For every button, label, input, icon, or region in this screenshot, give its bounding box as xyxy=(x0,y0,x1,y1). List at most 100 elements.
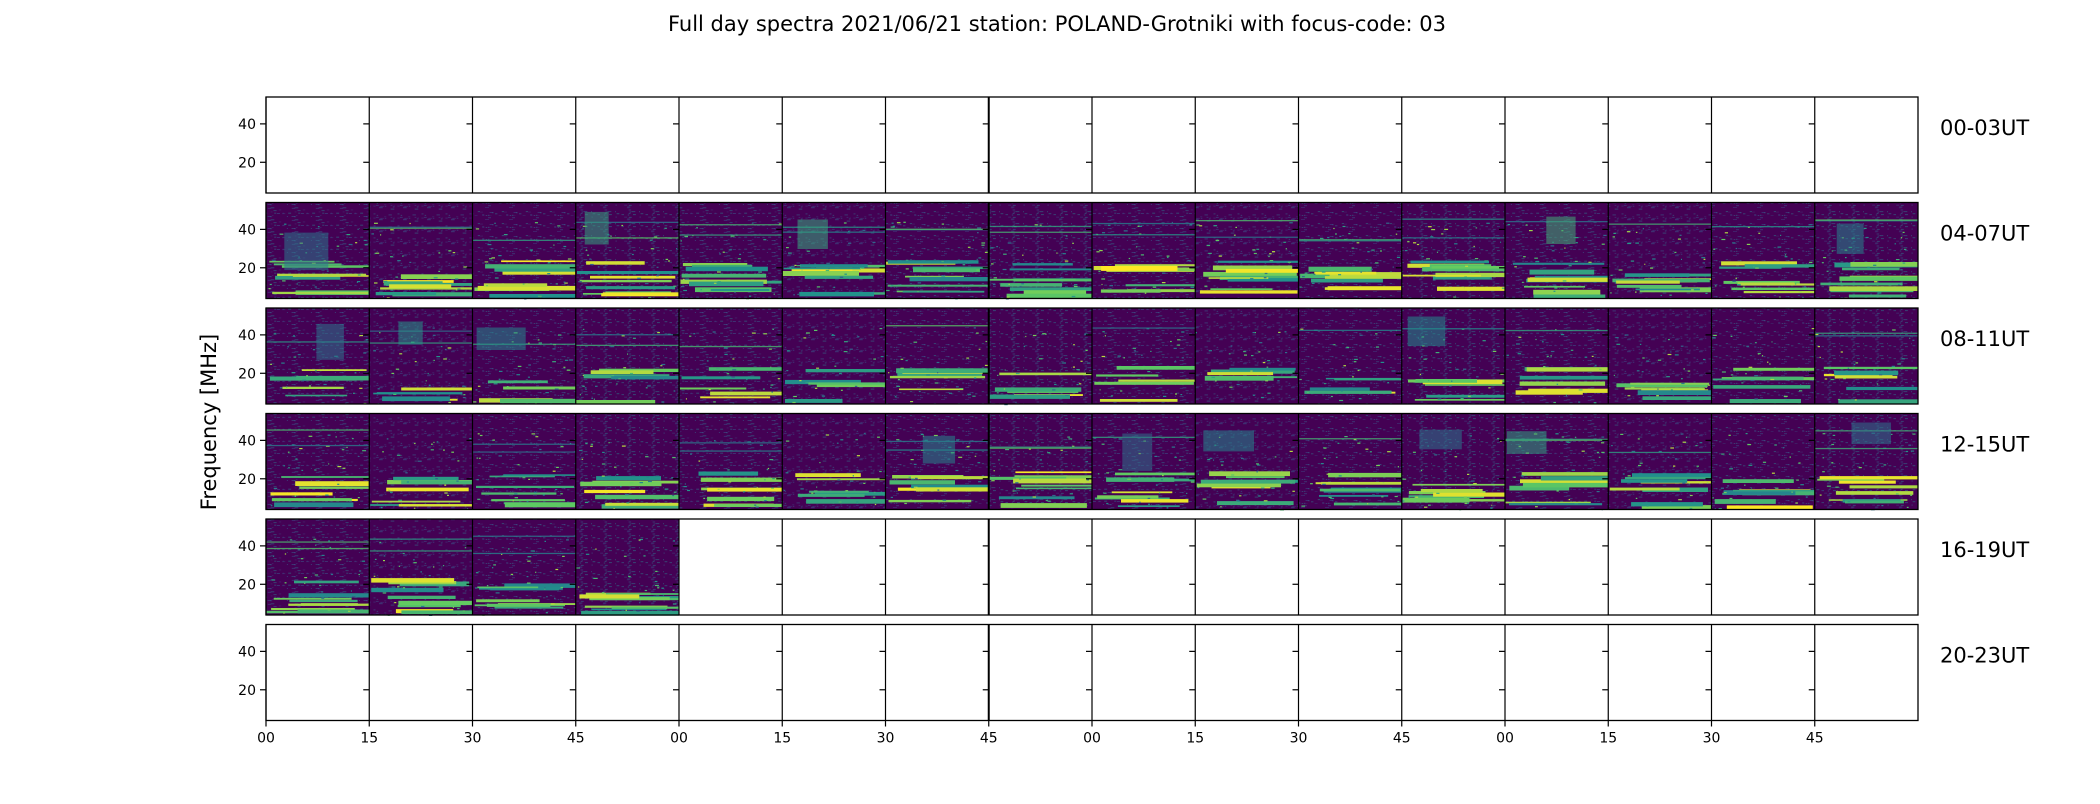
row-frame xyxy=(265,412,1919,511)
spectrum-panel xyxy=(1808,308,1918,404)
x-tick-label: 45 xyxy=(980,731,998,747)
spectrum-panel xyxy=(1395,97,1505,193)
spectrum-panel xyxy=(776,519,886,615)
spectrum-panel xyxy=(363,413,473,510)
spectrum-panel xyxy=(569,624,679,721)
row-frame xyxy=(265,518,1919,616)
spectrum-panel xyxy=(1086,413,1196,510)
spectrum-panel xyxy=(673,308,783,404)
spectrum-panel xyxy=(1808,202,1918,299)
spectrum-panel xyxy=(260,308,370,405)
spectrum-panel xyxy=(879,413,989,510)
spectrum-panel xyxy=(776,624,886,721)
spectrum-panel xyxy=(1189,308,1299,404)
y-tick-label: 40 xyxy=(238,433,256,449)
spectrum-panel xyxy=(982,413,1092,510)
row-frame xyxy=(265,307,1919,405)
spectrum-panel xyxy=(466,308,576,404)
y-tick-label: 40 xyxy=(238,222,256,238)
spectrum-panel xyxy=(1086,519,1196,615)
spectrum-panel xyxy=(1602,413,1712,510)
spectrum-panel xyxy=(363,97,473,193)
x-tick-label: 00 xyxy=(670,731,688,747)
spectrum-panel xyxy=(1086,97,1196,193)
spectrum-panel xyxy=(776,413,886,510)
spectrum-panel xyxy=(1189,413,1299,511)
spectrum-panel xyxy=(1395,308,1505,404)
y-tick-label: 20 xyxy=(238,683,256,699)
spectrum-panel xyxy=(363,624,473,721)
row-time-label: 16-19UT xyxy=(1940,538,2029,562)
spectrum-panel xyxy=(879,202,989,300)
spectrum-panel xyxy=(1292,413,1402,510)
spectrum-panel xyxy=(363,519,473,616)
spectrum-panel xyxy=(1808,413,1918,511)
spectrum-panel xyxy=(1499,308,1609,404)
spectrum-panel xyxy=(1292,519,1402,615)
spectrum-panel xyxy=(1602,519,1712,615)
spectrum-panel xyxy=(673,202,783,300)
x-tick-label: 15 xyxy=(1186,731,1204,747)
row-time-label: 20-23UT xyxy=(1940,644,2029,668)
row-frame xyxy=(265,201,1919,300)
y-tick-label: 20 xyxy=(238,261,256,277)
spectrum-panel xyxy=(363,202,473,299)
spectrum-panel xyxy=(1086,624,1196,721)
spectrum-panel xyxy=(879,519,989,615)
spectrum-panel xyxy=(466,519,576,616)
y-tick-label: 20 xyxy=(238,155,256,171)
spectrum-panel xyxy=(1602,97,1712,193)
x-tick-label: 30 xyxy=(464,731,482,747)
spectrum-panel xyxy=(1499,624,1609,721)
chart-title: Full day spectra 2021/06/21 station: POL… xyxy=(668,12,1446,36)
spectrum-panel xyxy=(776,202,886,299)
spectrum-panel xyxy=(1602,624,1712,721)
spectrum-panel xyxy=(673,519,783,615)
x-tick-label: 45 xyxy=(1806,731,1824,747)
y-tick-label: 40 xyxy=(238,328,256,344)
x-tick-label: 30 xyxy=(1703,731,1721,747)
spectra-rows: 20 40 00-03UT 20 40 04-07UT 20 40 08-11UT 20 40 12-… xyxy=(238,96,2029,722)
spectrum-panel xyxy=(879,308,989,404)
spectrum-panel xyxy=(1189,624,1299,721)
x-tick-label: 00 xyxy=(1496,731,1514,747)
spectrum-panel xyxy=(466,97,576,193)
spectrum-panel xyxy=(260,413,370,510)
spectrum-panel xyxy=(260,202,370,299)
spectrum-panel xyxy=(1395,413,1505,511)
spectrum-panel xyxy=(260,97,370,193)
spectrum-panel xyxy=(673,624,783,721)
spectra-row: 20 40 16-19UT xyxy=(238,518,2029,616)
spectra-row: 20 40 04-07UT xyxy=(238,201,2029,300)
spectrum-panel xyxy=(466,202,576,300)
spectrum-panel xyxy=(1395,519,1505,615)
spectrum-panel xyxy=(1705,413,1815,510)
spectrum-panel xyxy=(569,308,679,404)
y-tick-label: 40 xyxy=(238,539,256,555)
x-tick-label: 15 xyxy=(773,731,791,747)
y-tick-label: 20 xyxy=(238,472,256,488)
spectrum-panel xyxy=(569,97,679,193)
row-time-label: 12-15UT xyxy=(1940,433,2029,457)
spectra-row: 20 40 00-03UT xyxy=(238,96,2029,194)
spectrum-panel xyxy=(982,97,1092,193)
y-tick-label: 40 xyxy=(238,644,256,660)
x-tick-label: 45 xyxy=(567,731,585,747)
y-tick-label: 20 xyxy=(238,366,256,382)
x-tick-label: 15 xyxy=(1599,731,1617,747)
spectrum-panel xyxy=(1292,97,1402,193)
spectra-row: 20 40 12-15UT xyxy=(238,412,2029,511)
spectrum-panel xyxy=(1499,413,1609,511)
spectrum-panel xyxy=(1189,202,1299,299)
row-time-label: 00-03UT xyxy=(1940,116,2029,140)
spectra-row: 20 40 20-23UT xyxy=(238,623,2029,722)
spectrum-panel xyxy=(1808,624,1918,721)
spectrum-panel xyxy=(982,202,1092,300)
spectrum-panel xyxy=(1395,202,1505,299)
spectrum-panel xyxy=(363,308,473,405)
x-tick-label: 15 xyxy=(360,731,378,747)
y-tick-label: 20 xyxy=(238,577,256,593)
spectrum-panel xyxy=(673,97,783,193)
